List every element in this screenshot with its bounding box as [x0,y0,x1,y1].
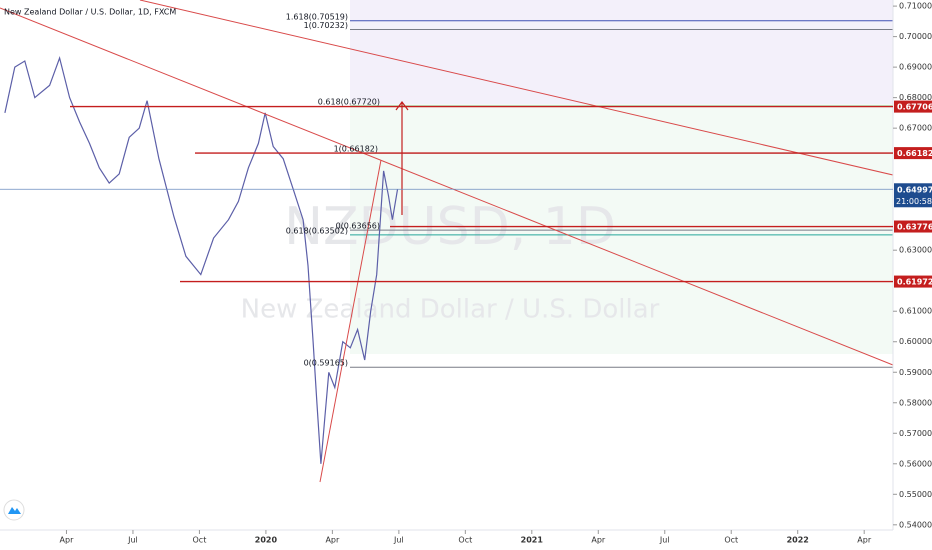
logo-icon [8,507,21,514]
x-tick-label: Apr [591,536,606,545]
trendline [139,0,894,176]
x-tick-label: Jul [659,536,670,545]
last-price-box [894,183,932,208]
y-tick-label: 0.70000 [899,32,932,41]
x-tick-label: 2021 [521,536,544,545]
y-tick-label: 0.67000 [899,124,932,133]
x-tick-label: Apr [857,536,872,545]
fib-zone [350,0,893,104]
chart-title: New Zealand Dollar / U.S. Dollar, 1D, FX… [4,8,176,17]
last-price-label: 0.64997 [897,185,932,194]
level-box [894,100,932,113]
x-tick-label: 2020 [255,536,278,545]
fib-label: 0(0.63656) [336,222,380,231]
watermark-subtitle: New Zealand Dollar / U.S. Dollar [241,295,660,325]
fib-label: 1(0.66182) [334,145,378,154]
price-line [4,55,399,464]
fib-label: 1.618(0.70519) [286,12,348,21]
x-tick-label: Oct [458,536,472,545]
y-tick-label: 0.71000 [899,2,932,11]
y-tick-label: 0.68000 [899,93,932,102]
trendline [0,7,894,366]
x-tick-label: Jul [127,536,138,545]
y-tick-label: 0.57000 [899,429,932,438]
fib-label: 1(0.70232) [304,21,348,30]
x-tick-label: Apr [60,536,75,545]
level-label: 0.61972 [897,278,932,287]
y-tick-label: 0.69000 [899,63,932,72]
fib-label: 0.618(0.67720) [318,98,380,107]
x-tick-label: 2022 [787,536,809,545]
fib-label: 0.618(0.63502) [286,226,348,235]
level-box [894,275,932,288]
y-tick-label: 0.58000 [899,398,932,407]
x-tick-label: Oct [193,536,207,545]
x-tick-label: Jul [393,536,404,545]
fib-label: 0(0.59165) [304,359,348,368]
level-label: 0.67706 [897,103,932,112]
y-tick-label: 0.63000 [899,246,932,255]
fib-zone [350,104,893,354]
countdown: 21:00:58 [896,197,932,206]
level-box [894,147,932,160]
level-box [894,220,932,233]
y-tick-label: 0.60000 [899,337,932,346]
y-tick-label: 0.59000 [899,368,932,377]
level-label: 0.66182 [897,149,932,158]
y-tick-label: 0.56000 [899,459,932,468]
y-tick-label: 0.55000 [899,490,932,499]
trendline [319,159,382,483]
y-tick-label: 0.54000 [899,520,932,529]
arrow-head [395,101,409,111]
x-tick-label: Apr [325,536,340,545]
level-label: 0.63776 [897,223,932,232]
y-tick-label: 0.61000 [899,307,932,316]
x-tick-label: Oct [724,536,738,545]
